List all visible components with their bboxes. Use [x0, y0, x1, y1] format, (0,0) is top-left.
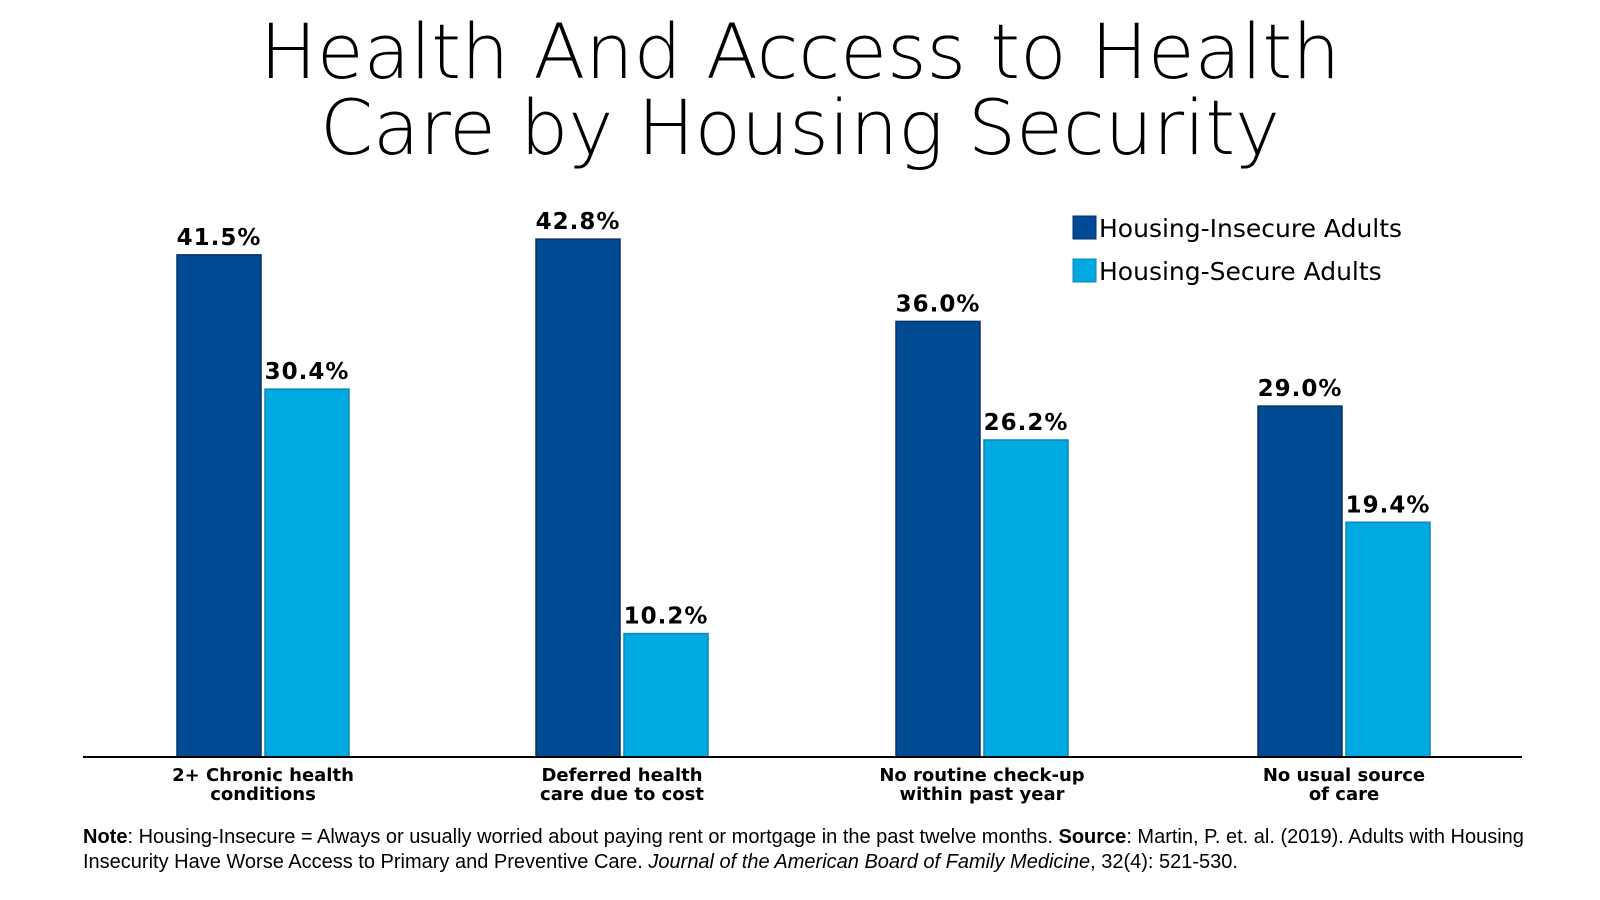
chart-title-line-1: Health And Access to Health: [259, 7, 1341, 96]
bar-secure-3: [1345, 521, 1431, 758]
footnote: Note: Housing-Insecure = Always or usual…: [83, 825, 1563, 875]
bar-secure-1: [623, 632, 709, 758]
legend: Housing-Insecure Adults Housing-Secure Ad…: [1072, 214, 1402, 286]
legend-label-insecure: Housing-Insecure Adults: [1099, 214, 1402, 243]
source-label: Source: [1058, 826, 1127, 848]
value-label-insecure-2: 36.0%: [896, 291, 981, 317]
note-text: : Housing-Insecure = Always or usually w…: [127, 826, 1059, 848]
category-labels-group: 2+ Chronic health conditions Deferred heal…: [172, 765, 1425, 805]
category-label-1: Deferred health care due to cost: [540, 765, 704, 805]
value-label-insecure-3: 29.0%: [1258, 376, 1343, 402]
value-label-secure-3: 19.4%: [1346, 492, 1431, 518]
value-label-insecure-0: 41.5%: [177, 225, 262, 251]
chart-title-line-2: Care by Housing Security: [319, 83, 1281, 172]
citation-tail: , 32(4): 521-530.: [1090, 851, 1238, 873]
bar-secure-0: [264, 388, 350, 758]
bar-insecure-1: [535, 238, 621, 758]
bars-group: [176, 238, 1431, 758]
bar-insecure-2: [895, 320, 981, 758]
legend-swatch-secure: [1072, 258, 1097, 283]
value-label-secure-2: 26.2%: [984, 410, 1069, 436]
category-label-3: No usual source of care: [1263, 765, 1425, 805]
chart-title: Health And Access to Health Care by Hous…: [0, 14, 1600, 166]
value-label-secure-1: 10.2%: [624, 604, 709, 630]
bar-insecure-3: [1257, 405, 1343, 758]
bar-insecure-0: [176, 254, 262, 758]
source-text: : Martin, P. et. al. (2019). Adults with…: [83, 826, 1524, 873]
value-labels-group: 41.5% 30.4% 42.8% 10.2% 36.0% 26.2% 29.0% 19.4%: [177, 209, 1431, 630]
journal-name: Journal of the American Board of Family …: [648, 851, 1091, 873]
value-label-secure-0: 30.4%: [265, 359, 350, 385]
value-label-insecure-1: 42.8%: [536, 209, 621, 235]
bar-secure-2: [983, 439, 1069, 758]
category-label-0: 2+ Chronic health conditions: [172, 765, 354, 805]
note-label: Note: [83, 826, 128, 848]
category-label-2: No routine check-up within past year: [879, 765, 1084, 805]
legend-swatch-insecure: [1072, 215, 1097, 240]
legend-label-secure: Housing-Secure Adults: [1099, 257, 1382, 286]
